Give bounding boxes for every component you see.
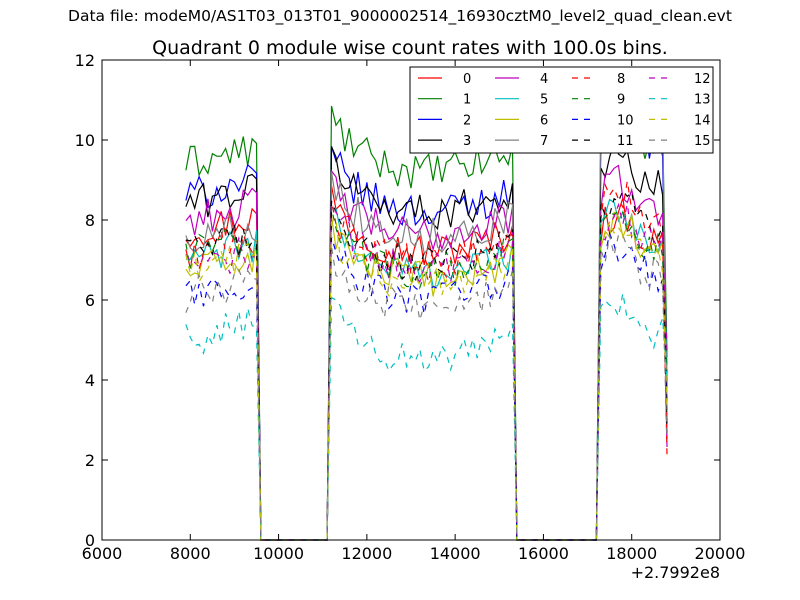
y-tick-label: 4 <box>85 371 95 390</box>
legend-label-11: 11 <box>617 134 634 149</box>
x-tick-label: 20000 <box>695 544 746 563</box>
data-file-title: Data file: modeM0/AS1T03_013T01_90000025… <box>68 7 732 25</box>
legend-label-4: 4 <box>540 72 548 87</box>
x-tick-label: 16000 <box>518 544 569 563</box>
x-tick-label: 12000 <box>341 544 392 563</box>
y-tick-label: 8 <box>85 211 95 230</box>
legend-label-7: 7 <box>540 134 548 149</box>
legend-label-9: 9 <box>617 93 625 108</box>
legend-label-12: 12 <box>694 72 711 87</box>
legend-label-0: 0 <box>463 72 471 87</box>
legend-label-6: 6 <box>540 113 548 128</box>
x-offset-label: +2.7992e8 <box>631 563 720 582</box>
legend-label-15: 15 <box>694 134 711 149</box>
legend-label-1: 1 <box>463 93 471 108</box>
y-tick-label: 12 <box>75 51 95 70</box>
legend-label-13: 13 <box>694 93 711 108</box>
y-tick-label: 2 <box>85 451 95 470</box>
legend-label-8: 8 <box>617 72 625 87</box>
x-tick-label: 14000 <box>430 544 481 563</box>
legend-label-3: 3 <box>463 134 471 149</box>
legend-label-5: 5 <box>540 93 548 108</box>
y-tick-label: 0 <box>85 531 95 550</box>
x-tick-label: 10000 <box>253 544 304 563</box>
x-tick-label: 6000 <box>82 544 123 563</box>
x-tick-label: 18000 <box>606 544 657 563</box>
chart-title: Quadrant 0 module wise count rates with … <box>152 37 668 59</box>
legend-label-14: 14 <box>694 113 711 128</box>
legend-label-10: 10 <box>617 113 634 128</box>
legend-box <box>409 66 714 154</box>
legend-label-2: 2 <box>463 113 471 128</box>
y-tick-label: 6 <box>85 291 95 310</box>
y-tick-label: 10 <box>75 131 95 150</box>
axis-layer: 6000 8000 10000 12000 14000 16000 18000 20000 0 2… <box>75 51 746 563</box>
x-tick-label: 8000 <box>170 544 211 563</box>
